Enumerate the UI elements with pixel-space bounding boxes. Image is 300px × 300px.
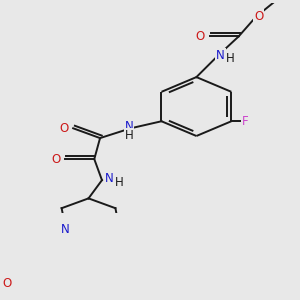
Text: O: O [196, 30, 205, 43]
Text: H: H [226, 52, 234, 65]
Text: H: H [115, 176, 124, 190]
Text: O: O [254, 10, 263, 22]
Text: N: N [61, 223, 70, 236]
Text: N: N [124, 120, 133, 133]
Text: F: F [242, 115, 248, 128]
Text: O: O [51, 153, 61, 166]
Text: O: O [59, 122, 68, 135]
Text: H: H [124, 129, 133, 142]
Text: O: O [2, 277, 12, 290]
Text: N: N [216, 49, 225, 62]
Text: N: N [105, 172, 114, 185]
